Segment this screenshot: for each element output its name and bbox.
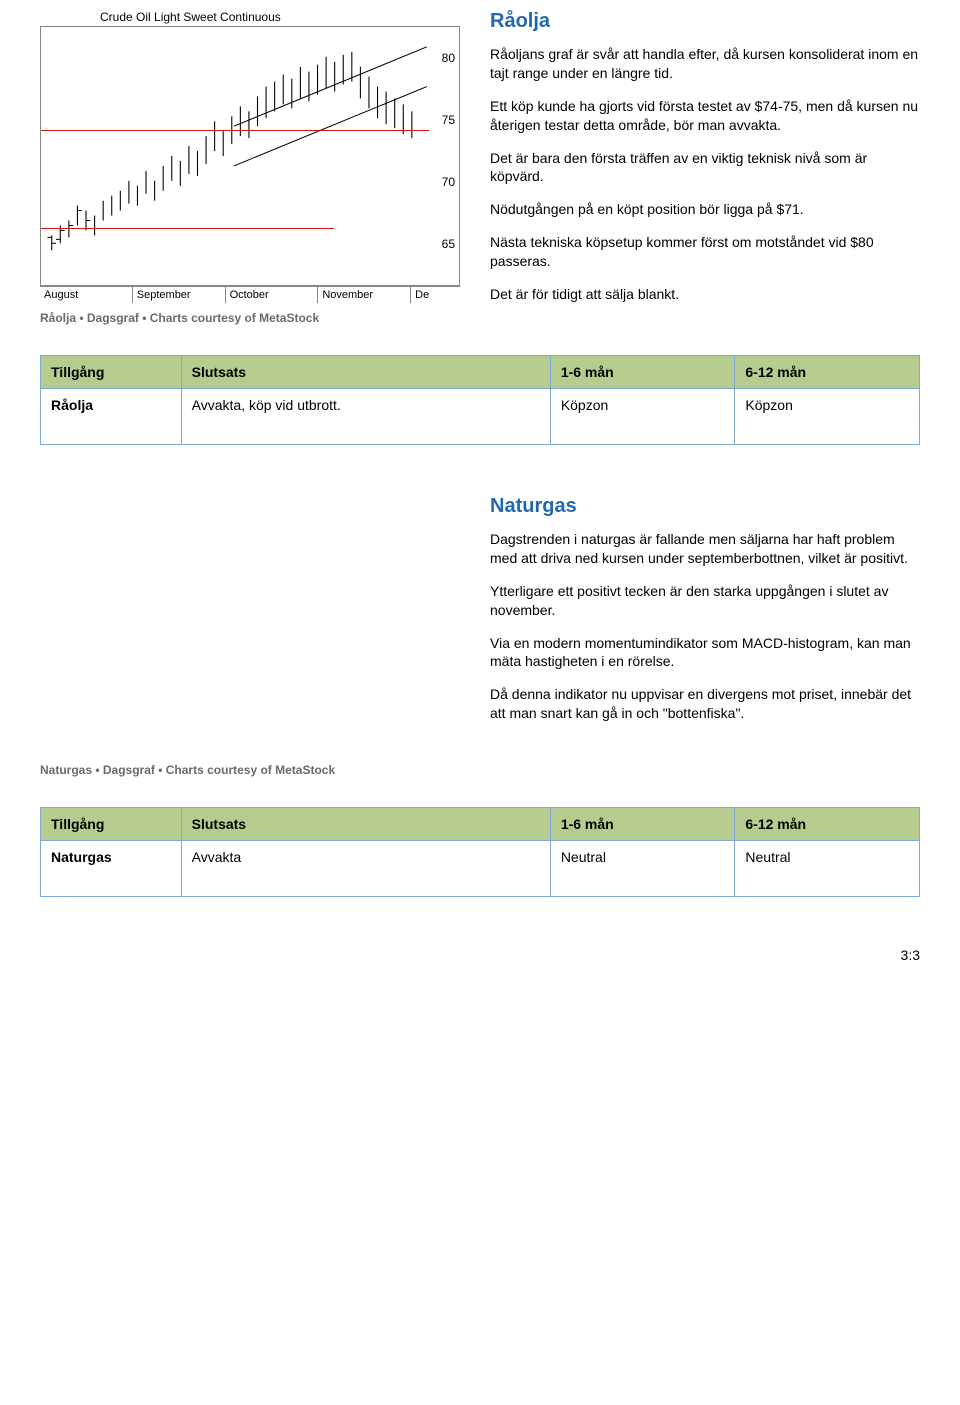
table-row: Råolja Avvakta, köp vid utbrott. Köpzon … (41, 389, 920, 445)
table-row: Naturgas Avvakta Neutral Neutral (41, 841, 920, 897)
td-6-12: Köpzon (735, 389, 920, 445)
candlestick-svg (41, 27, 459, 285)
th-slutsats: Slutsats (181, 808, 550, 841)
th-slutsats: Slutsats (181, 356, 550, 389)
x-label: October (226, 287, 319, 303)
chart-plot-area: 80 75 70 65 (40, 26, 460, 286)
naturgas-outlook-table: Tillgång Slutsats 1-6 mån 6-12 mån Natur… (40, 807, 920, 897)
raolja-p5: Nästa tekniska köpsetup kommer först om … (490, 233, 920, 271)
th-tillgang: Tillgång (41, 808, 182, 841)
x-label: November (318, 287, 411, 303)
raolja-text: Råolja Råoljans graf är svår att handla … (490, 10, 920, 318)
th-6-12: 6-12 mån (735, 808, 920, 841)
table-header-row: Tillgång Slutsats 1-6 mån 6-12 mån (41, 356, 920, 389)
raolja-p2: Ett köp kunde ha gjorts vid första teste… (490, 97, 920, 135)
y-tick: 70 (442, 175, 455, 189)
chart-caption: Råolja • Dagsgraf • Charts courtesy of M… (40, 311, 460, 325)
chart-x-axis: August September October November De (40, 286, 460, 303)
td-6-12: Neutral (735, 841, 920, 897)
td-conclusion: Avvakta, köp vid utbrott. (181, 389, 550, 445)
th-1-6: 1-6 mån (550, 356, 735, 389)
td-1-6: Neutral (550, 841, 735, 897)
x-label: August (40, 287, 133, 303)
y-tick: 80 (442, 51, 455, 65)
x-label: September (133, 287, 226, 303)
naturgas-title: Naturgas (490, 495, 920, 518)
chart-column: Crude Oil Light Sweet Continuous (40, 10, 460, 325)
support-line (41, 228, 334, 229)
naturgas-p3: Via en modern momentumindikator som MACD… (490, 634, 920, 672)
resistance-line (41, 130, 429, 131)
raolja-p6: Det är för tidigt att sälja blankt. (490, 285, 920, 304)
td-asset: Naturgas (41, 841, 182, 897)
th-tillgang: Tillgång (41, 356, 182, 389)
naturgas-section: Naturgas Dagstrenden i naturgas är falla… (40, 495, 920, 723)
naturgas-p4: Då denna indikator nu uppvisar en diverg… (490, 685, 920, 723)
raolja-p4: Nödutgången på en köpt position bör ligg… (490, 200, 920, 219)
th-1-6: 1-6 mån (550, 808, 735, 841)
crude-oil-chart: Crude Oil Light Sweet Continuous (40, 10, 460, 303)
table-header-row: Tillgång Slutsats 1-6 mån 6-12 mån (41, 808, 920, 841)
page-number: 3:3 (40, 947, 920, 963)
td-conclusion: Avvakta (181, 841, 550, 897)
raolja-p3: Det är bara den första träffen av en vik… (490, 149, 920, 187)
td-1-6: Köpzon (550, 389, 735, 445)
raolja-outlook-table: Tillgång Slutsats 1-6 mån 6-12 mån Råolj… (40, 355, 920, 445)
raolja-title: Råolja (490, 10, 920, 33)
naturgas-caption: Naturgas • Dagsgraf • Charts courtesy of… (40, 763, 920, 777)
raolja-p1: Råoljans graf är svår att handla efter, … (490, 45, 920, 83)
y-tick: 75 (442, 113, 455, 127)
chart-title: Crude Oil Light Sweet Continuous (40, 10, 460, 24)
naturgas-p2: Ytterligare ett positivt tecken är den s… (490, 582, 920, 620)
x-label: De (411, 287, 460, 303)
y-tick: 65 (442, 237, 455, 251)
naturgas-p1: Dagstrenden i naturgas är fallande men s… (490, 530, 920, 568)
td-asset: Råolja (41, 389, 182, 445)
th-6-12: 6-12 mån (735, 356, 920, 389)
raolja-section: Crude Oil Light Sweet Continuous (40, 10, 920, 325)
